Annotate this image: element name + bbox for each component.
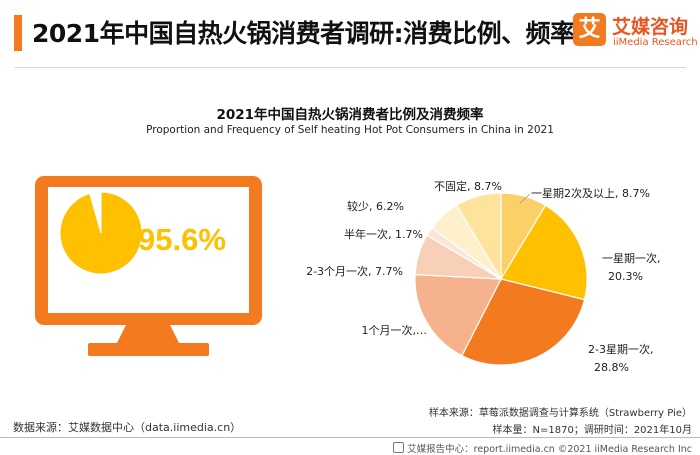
monitor-illustration	[35, 176, 262, 356]
footer-divider	[0, 437, 700, 438]
chart-title: 2021年中国自热火锅消费者比例及消费频率	[216, 107, 484, 123]
sample-source: 样本来源：草莓派数据调查与计算系统（Strawberry Pie）	[428, 408, 692, 419]
report-icon	[393, 442, 405, 453]
consumer-share-label: 95.6%	[138, 222, 226, 257]
frequency-slice-label: 2-3个月一次, 7.7%	[306, 264, 403, 278]
frequency-slice-label: 1个月一次,…	[362, 323, 428, 337]
frequency-slice	[500, 204, 588, 301]
sample-info: 样本量：N=1870；调研时间：2021年10月	[492, 425, 692, 436]
chart-subtitle: Proportion and Frequency of Self heating…	[146, 124, 554, 136]
frequency-slice-label: 半年一次, 1.7%	[344, 227, 423, 241]
copyright-text: 艾媒报告中心：report.iimedia.cn ©2021 iiMedia R…	[407, 444, 692, 455]
frequency-slice-label: 一星期一次, 20.3%	[602, 251, 661, 283]
frequency-slice	[461, 278, 586, 366]
logo-icon: 艾	[573, 13, 606, 46]
copyright-line: 艾媒报告中心：report.iimedia.cn ©2021 iiMedia R…	[393, 441, 692, 455]
header-divider	[14, 67, 686, 68]
page-title: 2021年中国自热火锅消费者调研:消费比例、频率	[32, 19, 575, 48]
frequency-slice-label: 较少, 6.2%	[347, 199, 404, 213]
frequency-slice-label: 一星期2次及以上, 8.7%	[531, 186, 650, 200]
frequency-slice-label: 不固定, 8.7%	[434, 179, 502, 193]
frequency-slice	[414, 273, 502, 357]
header-bar: 2021年中国自热火锅消费者调研:消费比例、频率 艾 艾媒咨询 iiMedia …	[0, 0, 700, 72]
monitor-base	[88, 343, 209, 356]
logo-subtext: iiMedia Research	[613, 37, 698, 48]
label-leader-line	[519, 193, 531, 204]
title-accent-bar	[14, 15, 22, 51]
frequency-slice	[455, 192, 502, 282]
logo-text: 艾媒咨询	[612, 16, 689, 38]
non-consumer-slice	[89, 191, 102, 234]
monitor-stand	[116, 325, 180, 345]
data-source: 数据来源：艾媒数据中心（data.iimedia.cn）	[13, 421, 242, 434]
frequency-slice-label: 2-3星期一次, 28.8%	[588, 342, 653, 374]
